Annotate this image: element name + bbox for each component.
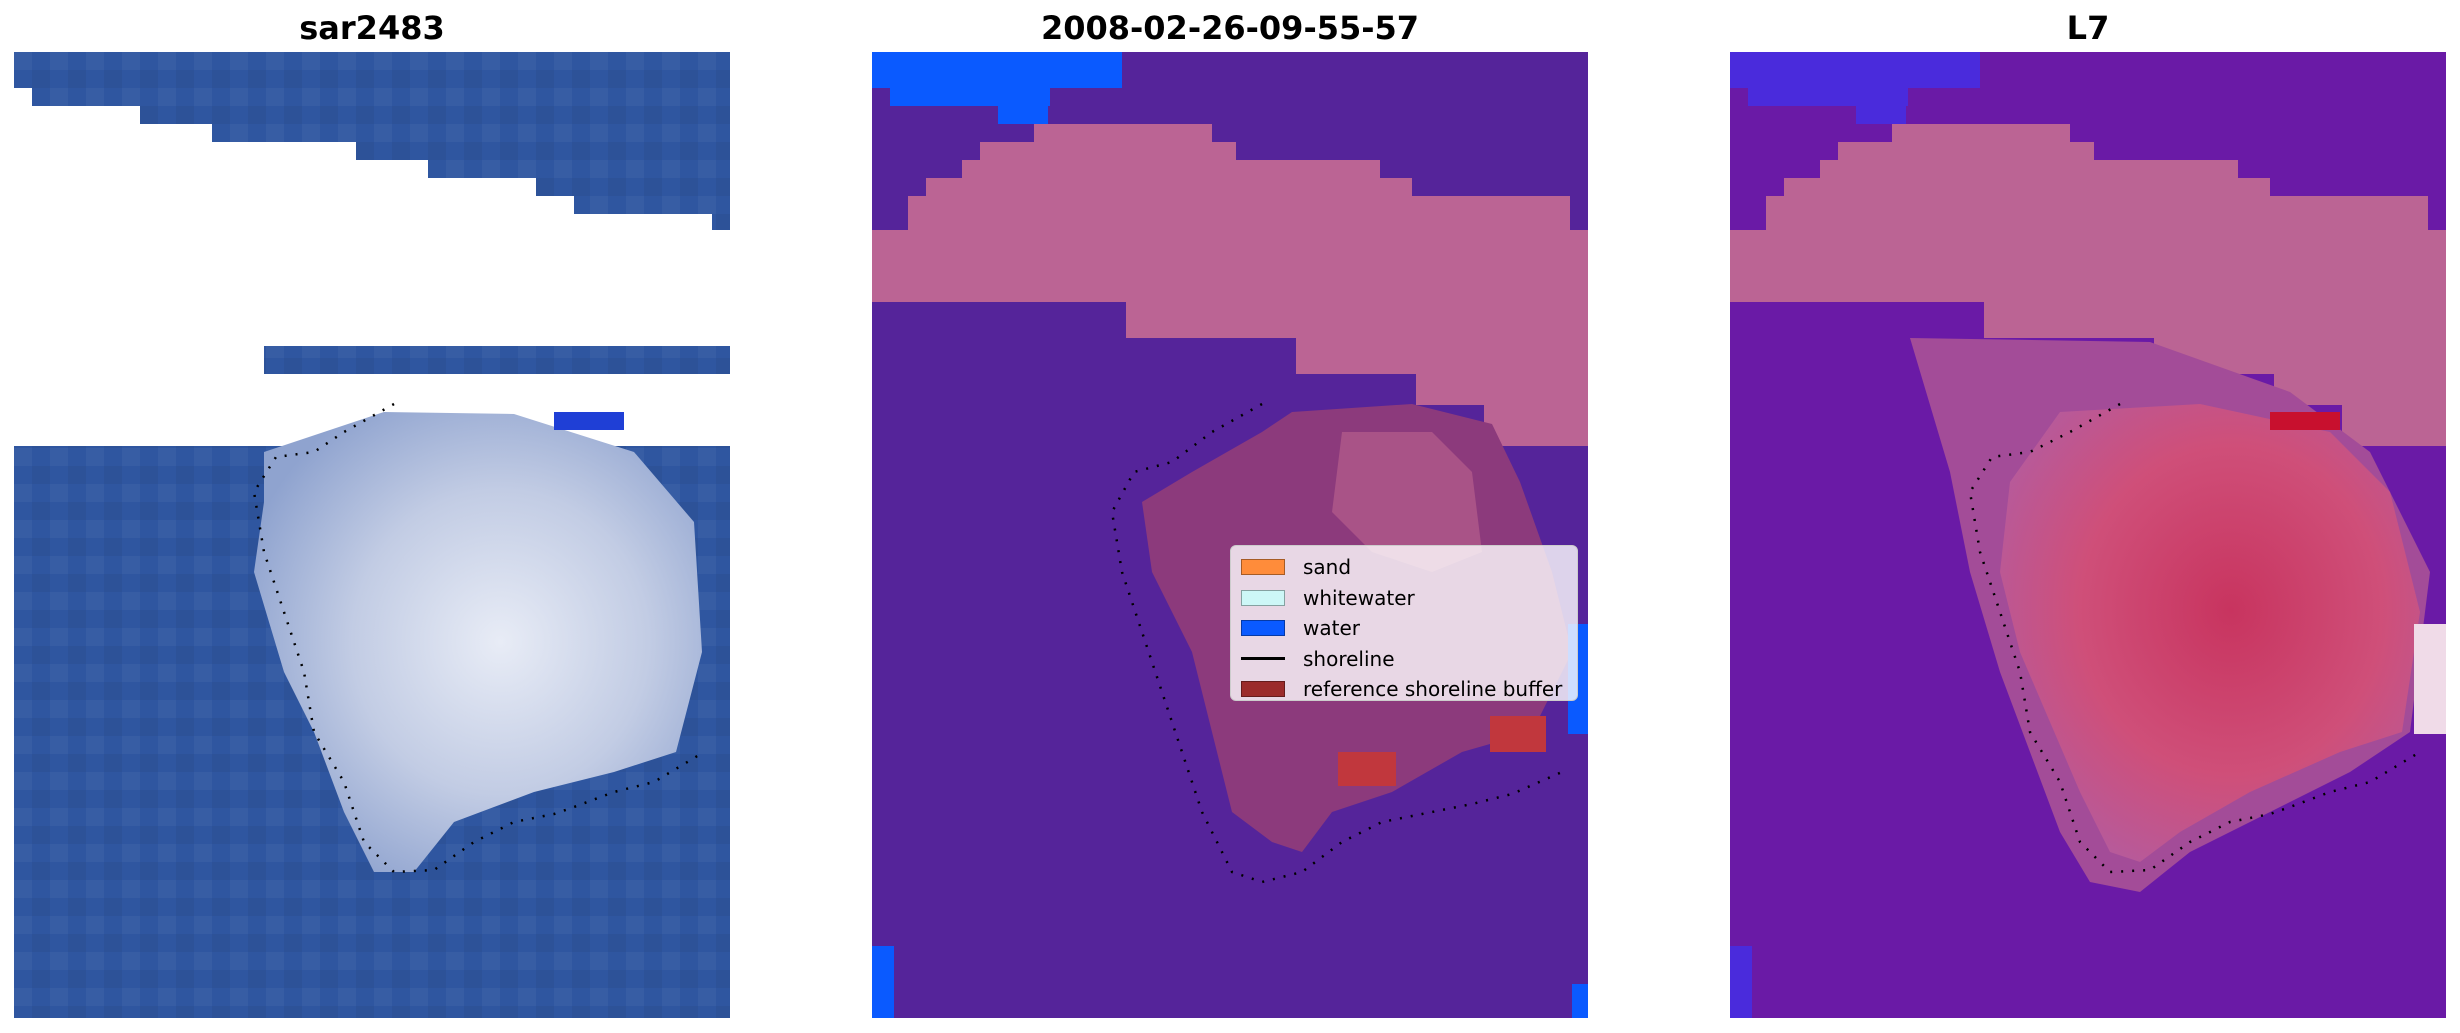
legend-label-reference-buffer: reference shoreline buffer (1303, 677, 1563, 702)
legend-item-whitewater: whitewater (1241, 583, 1567, 614)
legend-item-shoreline: shoreline (1241, 644, 1567, 675)
water-class-bottom-right (1572, 984, 1588, 1018)
blue-area-top (1730, 52, 1980, 88)
white-pixels (2414, 624, 2446, 734)
water-class-bottom-left (872, 946, 894, 1018)
legend-swatch-whitewater (1241, 589, 1285, 606)
legend-swatch-shoreline (1241, 657, 1285, 661)
blue-pixels (554, 412, 624, 430)
legend: sand whitewater water shoreline referenc… (1230, 545, 1578, 701)
legend-label-water: water (1303, 616, 1360, 641)
legend-label-whitewater: whitewater (1303, 585, 1415, 610)
legend-swatch-sand (1241, 559, 1285, 576)
red-pixels (2270, 412, 2340, 430)
shoreline-dots (1110, 402, 1563, 884)
blue-area-bottom-left (1730, 946, 1752, 1018)
rgb-image-panel (14, 52, 730, 1018)
buffer-ring (1332, 432, 1482, 572)
panel-title-rgb: sar2483 (299, 9, 445, 47)
buffer-band (1730, 124, 2446, 446)
legend-label-sand: sand (1303, 555, 1352, 580)
panel-title-index: L7 (2066, 9, 2110, 47)
legend-item-reference-buffer: reference shoreline buffer (1241, 674, 1567, 705)
legend-item-water: water (1241, 613, 1567, 644)
legend-swatch-water (1241, 620, 1285, 637)
red-pixels (1490, 716, 1546, 752)
index-image-panel (1730, 52, 2446, 1018)
legend-swatch-reference-buffer (1241, 681, 1285, 698)
reef-index (2000, 404, 2420, 862)
reef-surface (254, 412, 702, 872)
panel-title-classification: 2008-02-26-09-55-57 (1040, 9, 1420, 47)
water-class-top (872, 52, 1122, 88)
legend-label-shoreline: shoreline (1303, 646, 1395, 671)
legend-item-sand: sand (1241, 552, 1567, 583)
no-data-gap (14, 88, 730, 302)
classification-panel (872, 52, 1588, 1018)
buffer-class-band (872, 124, 1588, 446)
